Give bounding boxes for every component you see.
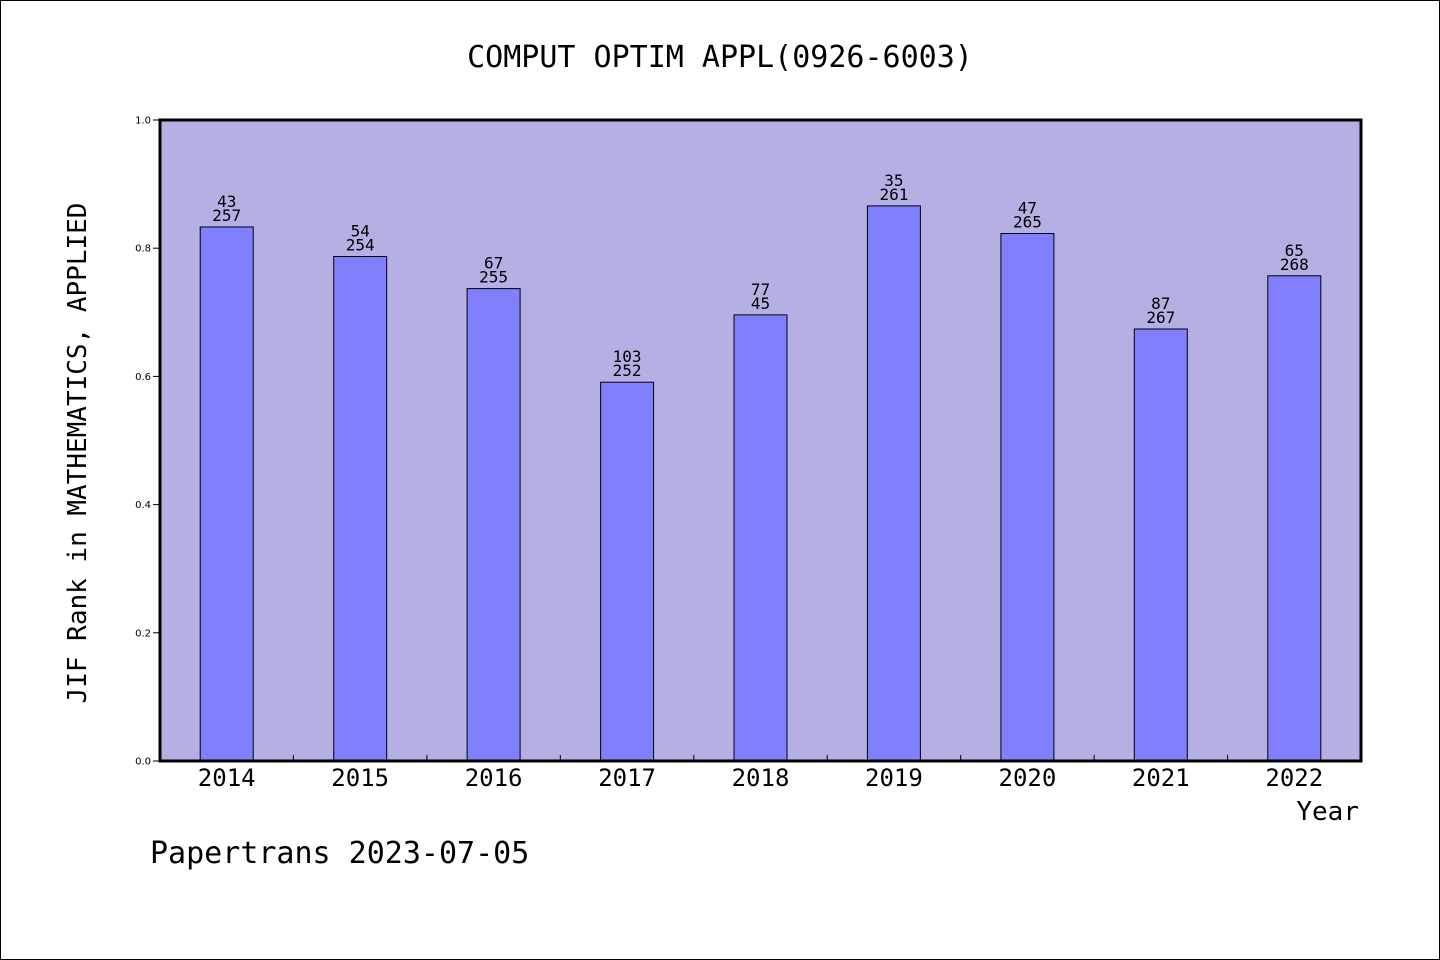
y-tick-label: 1.0 bbox=[135, 116, 151, 127]
x-tick-label-2015: 2015 bbox=[331, 764, 389, 792]
y-tick-label: 0.8 bbox=[135, 244, 151, 255]
x-tick-label-2017: 2017 bbox=[598, 764, 656, 792]
y-tick-label: 0.0 bbox=[135, 757, 151, 768]
x-tick-label-2014: 2014 bbox=[198, 764, 256, 792]
x-axis-label: Year bbox=[1296, 797, 1359, 827]
bar-total-label-2022: 268 bbox=[1280, 255, 1309, 274]
bar-total-label-2019: 261 bbox=[879, 185, 908, 204]
bar-2016 bbox=[466, 288, 521, 762]
bar-rank-label-2017: 103 bbox=[613, 347, 642, 366]
x-tick-label-2021: 2021 bbox=[1132, 764, 1190, 792]
bars-group bbox=[199, 205, 1322, 762]
bar-2015 bbox=[333, 256, 388, 762]
plot-border bbox=[158, 118, 1363, 763]
bar-rank-label-2016: 67 bbox=[484, 254, 503, 273]
bar-rank-label-2019: 35 bbox=[884, 171, 903, 190]
x-tick-label-2016: 2016 bbox=[465, 764, 523, 792]
x-tick-label-2018: 2018 bbox=[732, 764, 790, 792]
bar-total-label-2014: 257 bbox=[212, 206, 241, 225]
bar-rank-label-2015: 54 bbox=[351, 222, 370, 241]
bar-2020 bbox=[1000, 233, 1055, 762]
bar-rank-label-2014: 43 bbox=[217, 192, 236, 211]
bar-rank-label-2020: 47 bbox=[1018, 199, 1037, 218]
bar-total-label-2018: 45 bbox=[751, 294, 770, 313]
bar-total-label-2020: 265 bbox=[1013, 213, 1042, 232]
bar-rank-label-2021: 87 bbox=[1151, 294, 1170, 313]
y-tick-label: 0.6 bbox=[135, 372, 151, 383]
bar-2017 bbox=[600, 381, 655, 762]
y-tick-label: 0.2 bbox=[135, 628, 151, 639]
y-axis: 0.0 0.2 0.4 0.6 0.8 1.0 bbox=[135, 116, 160, 768]
bar-total-label-2021: 267 bbox=[1146, 308, 1175, 327]
bar-total-label-2016: 255 bbox=[479, 268, 508, 287]
bar-rank-label-2018: 77 bbox=[751, 280, 770, 299]
x-tick-label-2020: 2020 bbox=[999, 764, 1057, 792]
bar-2014 bbox=[199, 226, 254, 762]
bar-2021 bbox=[1133, 328, 1188, 762]
bar-total-label-2015: 254 bbox=[346, 236, 375, 255]
footer-date-stamp: Papertrans 2023-07-05 bbox=[150, 836, 529, 871]
chart-title: COMPUT OPTIM APPL(0926-6003) bbox=[467, 40, 973, 75]
x-axis: 2014 2015 2016 2017 2018 2019 2020 2021 2022 bbox=[198, 755, 1323, 792]
bar-2019 bbox=[866, 205, 921, 762]
x-tick-label-2019: 2019 bbox=[865, 764, 923, 792]
x-tick-label-2022: 2022 bbox=[1265, 764, 1323, 792]
bar-2018 bbox=[733, 314, 788, 762]
bar-2022 bbox=[1267, 275, 1322, 762]
y-tick-label: 0.4 bbox=[135, 500, 151, 511]
bar-rank-label-2022: 65 bbox=[1285, 241, 1304, 260]
bar-total-label-2017: 252 bbox=[613, 361, 642, 380]
y-axis-label: JIF Rank in MATHEMATICS, APPLIED bbox=[63, 203, 93, 704]
